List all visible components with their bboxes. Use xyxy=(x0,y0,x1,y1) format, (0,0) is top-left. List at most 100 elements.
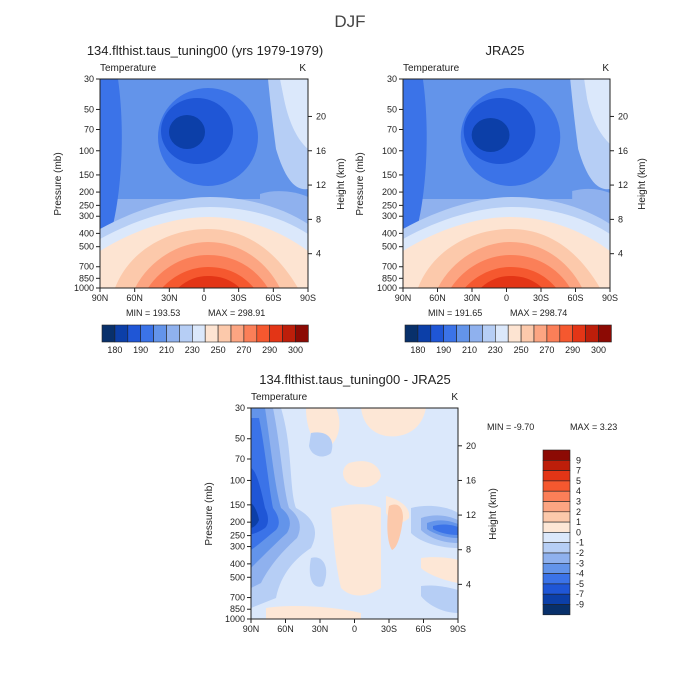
ytick-label: 250 xyxy=(79,200,94,210)
ytick-label: 850 xyxy=(230,604,245,614)
ytick-label: 30 xyxy=(84,74,94,84)
diff-warm-6 xyxy=(421,557,458,583)
colorbar-label: 250 xyxy=(211,345,226,355)
panel-diff-xticks: 90N 60N 30N 0 30S 60S 90S xyxy=(243,619,466,634)
model-blob-np xyxy=(100,79,122,239)
colorbar-swatch xyxy=(482,324,496,343)
colorbar-swatch xyxy=(559,324,573,343)
panel-diff-ylabel-right: Height (km) xyxy=(488,488,499,540)
htick-label: 12 xyxy=(618,180,628,190)
xtick-label: 90S xyxy=(450,624,466,634)
colorbar-label: 210 xyxy=(462,345,477,355)
colorbar-label: -5 xyxy=(576,579,584,589)
xtick-label: 60N xyxy=(126,293,143,303)
xtick-label: 60S xyxy=(265,293,281,303)
panel-model: 134.flthist.taus_tuning00 (yrs 1979-1979… xyxy=(53,43,347,355)
ytick-label: 250 xyxy=(230,531,245,541)
panel-obs-subtitle-left: Temperature xyxy=(403,63,460,74)
panel-diff-title: 134.flthist.taus_tuning00 - JRA25 xyxy=(259,372,451,387)
obs-tropo-8 xyxy=(480,276,543,288)
colorbar-label: 190 xyxy=(436,345,451,355)
ytick-label: 500 xyxy=(382,242,397,252)
colorbar-swatch xyxy=(282,324,296,343)
colorbar-label: 1 xyxy=(576,517,581,527)
xtick-label: 90N xyxy=(395,293,412,303)
xtick-label: 30N xyxy=(464,293,481,303)
ytick-label: 1000 xyxy=(377,283,397,293)
ytick-label: 100 xyxy=(382,146,397,156)
colorbar-label: 230 xyxy=(488,345,503,355)
ytick-label: 300 xyxy=(79,211,94,221)
panel-diff-units: K xyxy=(451,392,458,403)
panel-model-plot xyxy=(100,79,308,288)
panel-diff-plot xyxy=(251,408,458,619)
xtick-label: 60N xyxy=(429,293,446,303)
colorbar-swatch xyxy=(430,324,444,343)
htick-label: 8 xyxy=(618,214,623,224)
colorbar-label: -4 xyxy=(576,569,584,579)
panel-obs-ylabel-right: Height (km) xyxy=(637,158,648,210)
panel-diff-ylabel: Pressure (mb) xyxy=(204,482,215,545)
colorbar-swatch xyxy=(533,324,548,343)
xtick-label: 60S xyxy=(567,293,583,303)
panel-model-xticks: 90N 60N 30N 0 30S 60S 90S xyxy=(92,288,316,303)
colorbar-swatch xyxy=(114,324,129,343)
ytick-label: 30 xyxy=(387,74,397,84)
colorbar-swatch xyxy=(153,324,167,343)
colorbar-label: -9 xyxy=(576,600,584,610)
diff-blue-6 xyxy=(251,503,259,528)
diff-warm-3 xyxy=(343,461,381,488)
colorbar-label: -2 xyxy=(576,548,584,558)
xtick-label: 30N xyxy=(161,293,178,303)
colorbar-label: 190 xyxy=(133,345,148,355)
obs-cold-core-inner xyxy=(471,118,510,152)
panel-diff: 134.flthist.taus_tuning00 - JRA25 Temper… xyxy=(204,372,617,634)
colorbar-label: 300 xyxy=(288,345,303,355)
colorbar-label: 300 xyxy=(591,345,606,355)
diff-warm-4 xyxy=(331,504,381,596)
xtick-label: 60S xyxy=(415,624,431,634)
colorbar-swatch xyxy=(542,552,571,564)
panel-obs-units: K xyxy=(602,63,609,74)
diff-cool-3 xyxy=(309,557,327,587)
colorbar-swatch xyxy=(572,324,586,343)
colorbar-swatch xyxy=(166,324,180,343)
colorbar-swatch xyxy=(101,324,116,343)
panel-obs-min: MIN = 191.65 xyxy=(428,308,482,318)
ytick-label: 300 xyxy=(382,211,397,221)
htick-label: 20 xyxy=(618,111,628,121)
ytick-label: 500 xyxy=(230,572,245,582)
colorbar-label: 0 xyxy=(576,527,581,537)
xtick-label: 30S xyxy=(231,293,247,303)
colorbar-swatch xyxy=(456,324,470,343)
colorbar-swatch xyxy=(542,562,571,574)
panel-diff-hticks: 20 16 12 8 4 xyxy=(458,441,476,589)
ytick-label: 150 xyxy=(382,170,397,180)
diff-cool-5 xyxy=(421,585,458,613)
ytick-label: 70 xyxy=(387,125,397,135)
xtick-label: 90N xyxy=(243,624,260,634)
colorbar-swatch xyxy=(598,324,612,343)
ytick-label: 30 xyxy=(235,403,245,413)
panel-diff-max: MAX = 3.23 xyxy=(570,422,617,432)
colorbar-swatch xyxy=(542,583,571,595)
colorbar-swatch xyxy=(443,324,457,343)
colorbar-swatch xyxy=(542,542,571,554)
htick-label: 20 xyxy=(316,111,326,121)
xtick-label: 90S xyxy=(602,293,618,303)
htick-label: 4 xyxy=(466,579,471,589)
ytick-label: 100 xyxy=(230,475,245,485)
colorbar-swatch xyxy=(256,324,270,343)
ytick-label: 300 xyxy=(230,542,245,552)
htick-label: 16 xyxy=(466,475,476,485)
ytick-label: 1000 xyxy=(225,614,245,624)
xtick-label: 0 xyxy=(504,293,509,303)
colorbar-swatch xyxy=(542,490,571,502)
colorbar-swatch xyxy=(404,324,419,343)
colorbar-label: 2 xyxy=(576,507,581,517)
ytick-label: 500 xyxy=(79,242,94,252)
xtick-label: 0 xyxy=(352,624,357,634)
